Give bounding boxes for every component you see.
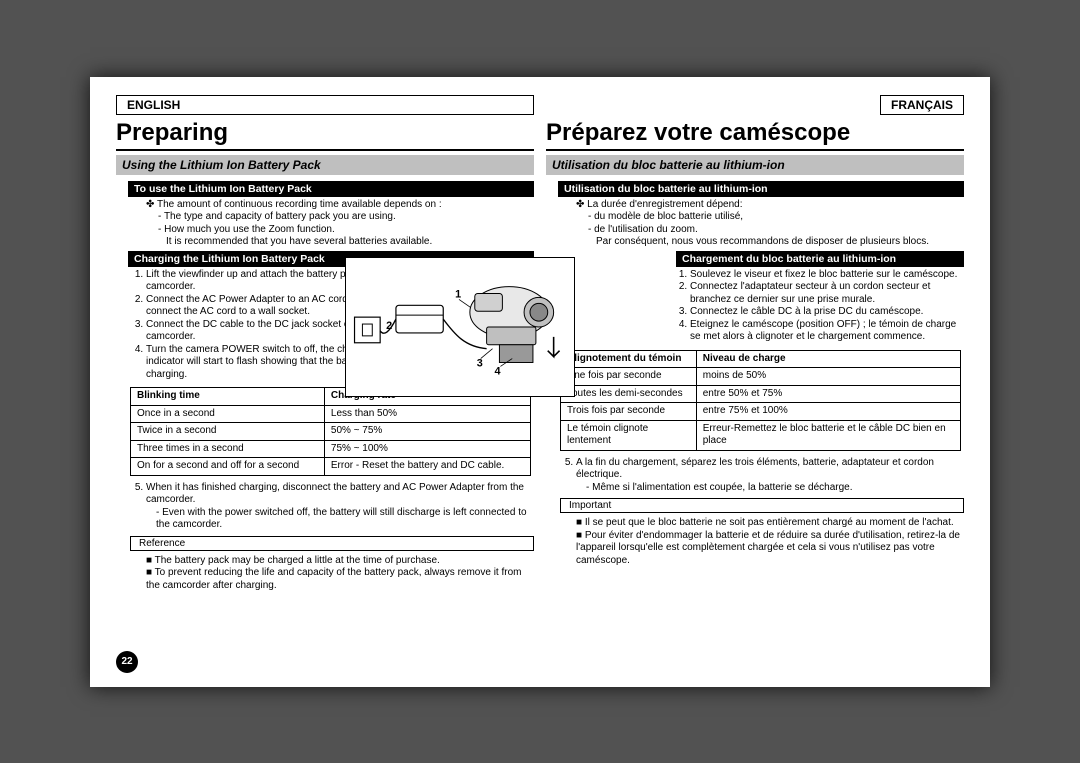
- diagram-label-3: 3: [477, 357, 483, 369]
- lang-tab-french: FRANÇAIS: [880, 95, 964, 115]
- bullet-item: de l'utilisation du zoom.: [576, 224, 964, 237]
- td: entre 50% et 75%: [696, 385, 961, 403]
- th: Blinking time: [131, 388, 325, 406]
- td: entre 75% et 100%: [696, 403, 961, 421]
- note: To prevent reducing the life and capacit…: [146, 567, 534, 592]
- charging-table-en: Blinking timeCharging rate Once in a sec…: [130, 387, 531, 476]
- charging-table-fr: Clignotement du témoinNiveau de charge U…: [560, 350, 961, 451]
- section-subtitle-en: Using the Lithium Ion Battery Pack: [116, 155, 534, 175]
- td: Error - Reset the battery and DC cable.: [324, 458, 530, 476]
- notes-fr: Il se peut que le bloc batterie ne soit …: [546, 517, 964, 567]
- page-title-en: Preparing: [116, 119, 534, 151]
- td: Twice in a second: [131, 423, 325, 441]
- td: On for a second and off for a second: [131, 458, 325, 476]
- step: Connectez le câble DC à la prise DC du c…: [690, 306, 964, 319]
- td: Once in a second: [131, 405, 325, 423]
- step: Connectez l'adaptateur secteur à un cord…: [690, 281, 964, 306]
- td: Le témoin clignote lentement: [561, 420, 697, 450]
- page-number: 22: [116, 651, 138, 673]
- page-title-fr: Préparez votre caméscope: [546, 119, 964, 151]
- th: Clignotement du témoin: [561, 350, 697, 368]
- bullet-item: How much you use the Zoom function.: [146, 224, 534, 237]
- bullet-item: The amount of continuous recording time …: [146, 199, 534, 212]
- bullet-item: It is recommended that you have several …: [146, 236, 534, 249]
- steps-fr-cont: A la fin du chargement, séparez les troi…: [560, 457, 964, 482]
- heading-use-en: To use the Lithium Ion Battery Pack: [128, 181, 534, 197]
- td: Erreur-Remettez le bloc batterie et le c…: [696, 420, 961, 450]
- note: Il se peut que le bloc batterie ne soit …: [576, 517, 964, 530]
- td: Toutes les demi-secondes: [561, 385, 697, 403]
- td: Une fois par seconde: [561, 368, 697, 386]
- td: moins de 50%: [696, 368, 961, 386]
- sub-note: - Even with the power switched off, the …: [116, 507, 534, 532]
- td: Three times in a second: [131, 440, 325, 458]
- steps-fr: Soulevez le viseur et fixez le bloc batt…: [674, 269, 964, 344]
- charging-diagram: 2 1 3 4: [345, 257, 575, 397]
- step: When it has finished charging, disconnec…: [146, 482, 534, 507]
- section-subtitle-fr: Utilisation du bloc batterie au lithium-…: [546, 155, 964, 175]
- heading-use-fr: Utilisation du bloc batterie au lithium-…: [558, 181, 964, 197]
- diagram-svg: 2 1 3 4: [346, 258, 574, 396]
- sub-note: - Même si l'alimentation est coupée, la …: [546, 482, 964, 495]
- td: 50% ~ 75%: [324, 423, 530, 441]
- heading-charge-fr: Chargement du bloc batterie au lithium-i…: [676, 251, 964, 267]
- td: Trois fois par seconde: [561, 403, 697, 421]
- manual-page: ENGLISH Preparing Using the Lithium Ion …: [90, 77, 990, 687]
- bullet-list-fr: La durée d'enregistrement dépend: du mod…: [546, 199, 964, 249]
- lang-tab-english: ENGLISH: [116, 95, 534, 115]
- column-french: FRANÇAIS Préparez votre caméscope Utilis…: [546, 95, 964, 673]
- bullet-item: Par conséquent, nous vous recommandons d…: [576, 236, 964, 249]
- reference-box-en: Reference: [130, 536, 534, 551]
- td: 75% ~ 100%: [324, 440, 530, 458]
- diagram-label-4: 4: [495, 365, 501, 377]
- th: Niveau de charge: [696, 350, 961, 368]
- td: Less than 50%: [324, 405, 530, 423]
- notes-en: The battery pack may be charged a little…: [116, 555, 534, 593]
- bullet-item: La durée d'enregistrement dépend:: [576, 199, 964, 212]
- steps-en-cont: When it has finished charging, disconnec…: [130, 482, 534, 507]
- important-box-fr: Important: [560, 498, 964, 513]
- step: Eteignez le caméscope (position OFF) ; l…: [690, 319, 964, 344]
- diagram-label-1: 1: [455, 288, 461, 300]
- bullet-item: du modèle de bloc batterie utilisé,: [576, 211, 964, 224]
- note: Pour éviter d'endommager la batterie et …: [576, 530, 964, 568]
- note: The battery pack may be charged a little…: [146, 555, 534, 568]
- step: A la fin du chargement, séparez les troi…: [576, 457, 964, 482]
- step: Soulevez le viseur et fixez le bloc batt…: [690, 269, 964, 282]
- bullet-item: The type and capacity of battery pack yo…: [146, 211, 534, 224]
- bullet-list-en: The amount of continuous recording time …: [116, 199, 534, 249]
